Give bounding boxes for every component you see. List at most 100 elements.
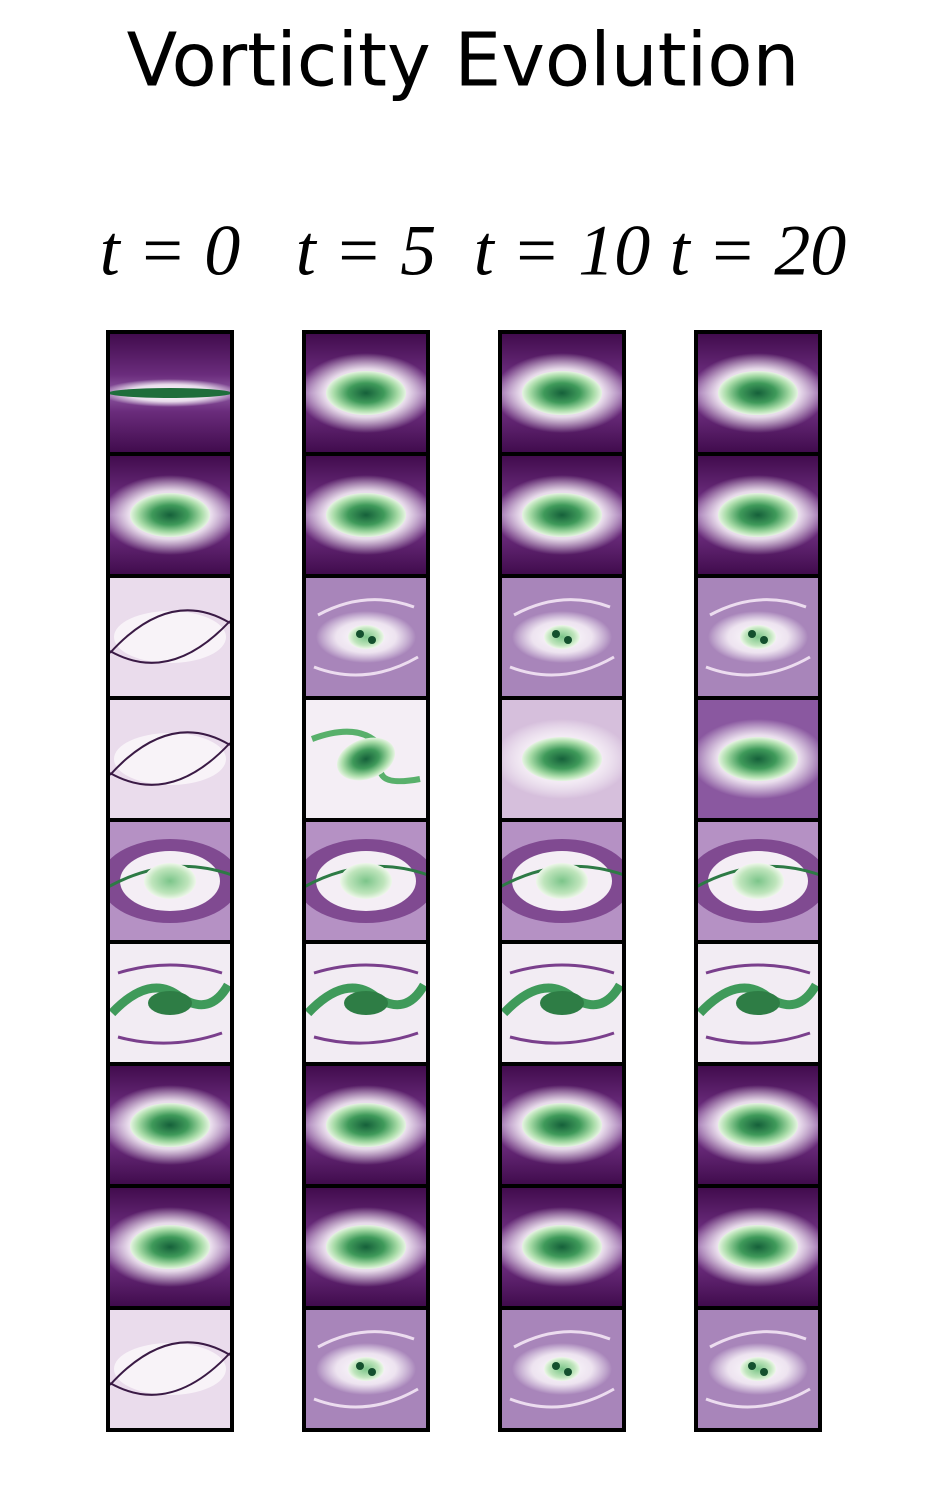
panel — [106, 574, 234, 700]
halo — [114, 1343, 226, 1395]
vortex-dot — [748, 630, 756, 638]
panel — [302, 1062, 430, 1188]
panel-image — [500, 454, 624, 576]
panel — [694, 1306, 822, 1432]
panel — [694, 574, 822, 700]
panel-image — [500, 698, 624, 820]
panel — [498, 574, 626, 700]
vortex-dot — [368, 1368, 376, 1376]
panel-image — [696, 1064, 820, 1186]
panel — [302, 818, 430, 944]
panel-frame — [694, 1306, 822, 1432]
panel — [106, 940, 234, 1066]
panel-image — [304, 698, 428, 820]
panel — [302, 1306, 430, 1432]
vortex-dot — [368, 636, 376, 644]
panel — [106, 818, 234, 944]
panel-image — [108, 454, 232, 576]
panel — [694, 1184, 822, 1310]
vortex — [340, 863, 392, 899]
vortex — [326, 371, 406, 415]
panel-image — [500, 820, 624, 942]
column-label: t = 0 — [100, 211, 241, 291]
panel — [498, 1306, 626, 1432]
panel — [694, 452, 822, 578]
filament — [509, 598, 615, 677]
panel-image — [304, 1186, 428, 1308]
filament — [313, 1330, 419, 1409]
panel-image — [696, 1308, 820, 1430]
vortex — [348, 625, 384, 649]
filament — [313, 598, 419, 677]
panel — [694, 330, 822, 456]
panel-image — [108, 576, 232, 698]
panel-image — [696, 332, 820, 454]
panel — [302, 696, 430, 822]
panel-frame — [106, 1306, 234, 1432]
swirl-edge — [705, 963, 811, 1045]
vortex-dot — [356, 630, 364, 638]
panel-image — [500, 1064, 624, 1186]
panel-image — [304, 1308, 428, 1430]
column-label: t = 10 — [474, 211, 651, 291]
panel-image — [500, 1308, 624, 1430]
panel-image — [304, 820, 428, 942]
panel-image — [304, 332, 428, 454]
vortex — [544, 625, 580, 649]
panel — [106, 696, 234, 822]
panel — [694, 696, 822, 822]
panel — [498, 696, 626, 822]
panel-image — [500, 576, 624, 698]
panel-image — [500, 942, 624, 1064]
vortex — [718, 1103, 798, 1147]
vortex-dot — [564, 1368, 572, 1376]
panel-image — [500, 332, 624, 454]
vortex — [544, 1357, 580, 1381]
vortex — [326, 493, 406, 537]
panel — [302, 940, 430, 1066]
vortex — [522, 737, 602, 781]
panel-image — [696, 698, 820, 820]
panel-image — [304, 942, 428, 1064]
vortex-dot — [356, 1362, 364, 1370]
vortex — [344, 991, 388, 1015]
panel — [498, 330, 626, 456]
panel-image — [696, 942, 820, 1064]
panel — [498, 1184, 626, 1310]
swirl-edge — [313, 963, 419, 1045]
filament — [705, 1330, 811, 1409]
vortex — [732, 863, 784, 899]
panel — [302, 1184, 430, 1310]
panel-image — [108, 332, 232, 454]
filament — [509, 1330, 615, 1409]
panel-frame — [302, 1306, 430, 1432]
panel — [106, 1184, 234, 1310]
vortex — [130, 1225, 210, 1269]
vortex — [144, 863, 196, 899]
panel — [694, 940, 822, 1066]
panel — [106, 1306, 234, 1432]
swirl-edge — [509, 963, 615, 1045]
halo — [114, 733, 226, 785]
column-label: t = 5 — [296, 211, 437, 291]
panel-image — [304, 576, 428, 698]
panel — [498, 818, 626, 944]
panel-image — [108, 698, 232, 820]
panel-image — [108, 1186, 232, 1308]
vortex — [718, 1225, 798, 1269]
outline — [109, 731, 231, 786]
vortex — [336, 737, 396, 781]
outline — [109, 609, 231, 664]
vortex — [740, 1357, 776, 1381]
vortex — [736, 991, 780, 1015]
swirl-edge — [117, 963, 223, 1045]
panel — [694, 1062, 822, 1188]
column-label: t = 20 — [670, 211, 847, 291]
panel-image — [696, 454, 820, 576]
panel-image — [696, 1186, 820, 1308]
panel-image — [696, 820, 820, 942]
vortex-dot — [552, 1362, 560, 1370]
panel — [302, 452, 430, 578]
vortex — [130, 493, 210, 537]
